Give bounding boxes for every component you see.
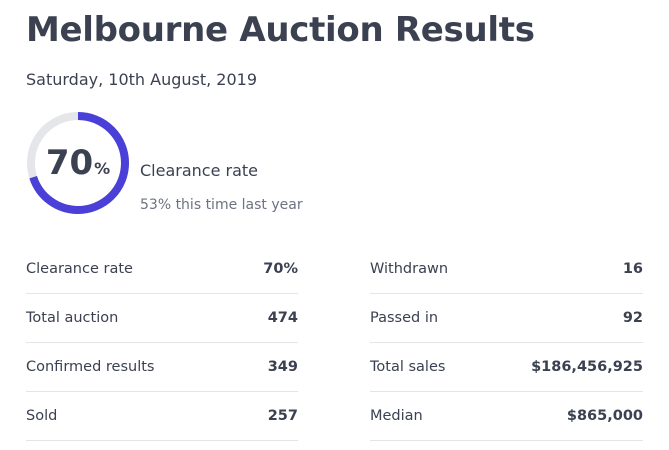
stat-value: 349 (267, 359, 298, 375)
gauge-ring (27, 112, 129, 214)
gauge-value: 70 (45, 143, 94, 183)
stat-value: 92 (622, 310, 643, 326)
stat-label: Total auction (26, 310, 119, 326)
stat-label: Clearance rate (26, 261, 133, 277)
stat-value: 70% (263, 261, 298, 277)
gauge-unit: % (94, 158, 111, 178)
stat-row-confirmed-results: Confirmed results 349 (26, 343, 298, 392)
stat-value: $186,456,925 (531, 359, 643, 375)
page-title: Melbourne Auction Results (26, 10, 535, 50)
stat-value: 16 (622, 261, 643, 277)
stats-right-column: Withdrawn 16 Passed in 92 Total sales $1… (370, 245, 643, 441)
gauge-fill (27, 112, 129, 214)
last-year-comparison: 53% this time last year (140, 197, 303, 213)
stat-label: Confirmed results (26, 359, 155, 375)
stat-row-sold: Sold 257 (26, 392, 298, 441)
gauge-readout: 70 % (26, 111, 130, 215)
stat-row-clearance-rate: Clearance rate 70% (26, 245, 298, 294)
stat-row-total-auction: Total auction 474 (26, 294, 298, 343)
stat-value: 474 (267, 310, 298, 326)
auction-date: Saturday, 10th August, 2019 (26, 70, 258, 89)
stat-label: Withdrawn (370, 261, 449, 277)
clearance-rate-gauge: 70 % (26, 111, 130, 215)
clearance-rate-label: Clearance rate (140, 161, 259, 180)
stat-label: Total sales (370, 359, 446, 375)
stat-row-passed-in: Passed in 92 (370, 294, 643, 343)
stat-label: Sold (26, 408, 58, 424)
stat-value: 257 (267, 408, 298, 424)
stat-label: Median (370, 408, 423, 424)
stats-left-column: Clearance rate 70% Total auction 474 Con… (26, 245, 298, 441)
stat-value: $865,000 (566, 408, 643, 424)
stat-row-withdrawn: Withdrawn 16 (370, 245, 643, 294)
stat-row-total-sales: Total sales $186,456,925 (370, 343, 643, 392)
stat-label: Passed in (370, 310, 439, 326)
stat-row-median: Median $865,000 (370, 392, 643, 441)
